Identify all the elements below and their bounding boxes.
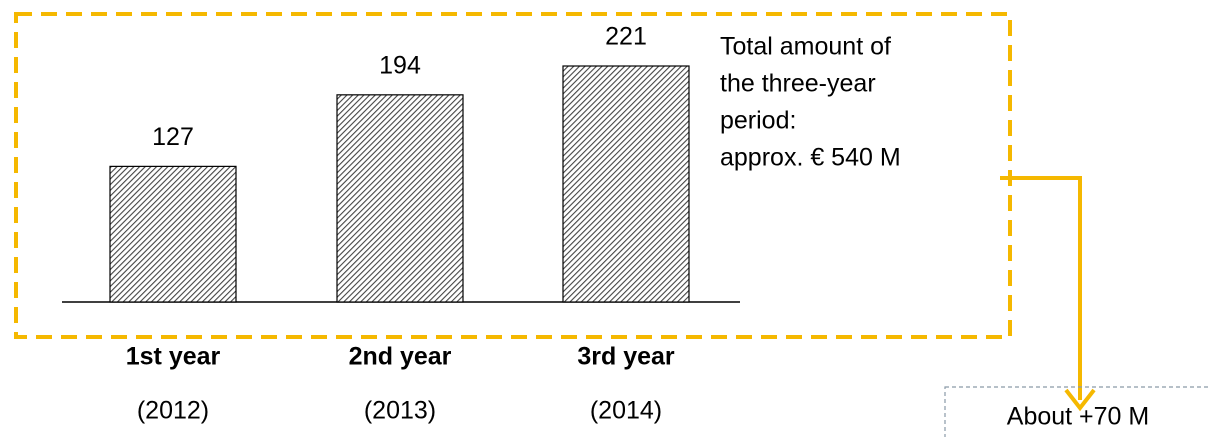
- annotation-line: the three-year: [720, 70, 876, 98]
- arrow-head: [1064, 388, 1096, 412]
- bar: [336, 94, 464, 303]
- highlight-frame: [14, 12, 1012, 339]
- callout-box: [944, 386, 1208, 437]
- value-label: 194: [379, 51, 421, 79]
- bar: [562, 65, 690, 303]
- bar: [109, 165, 237, 303]
- x-tick-sublabel: (2013): [364, 397, 436, 425]
- annotation-line: period:: [720, 107, 796, 135]
- callout-text: About +70 M: [1007, 403, 1149, 431]
- value-label: 127: [152, 123, 194, 151]
- x-tick-label: 1st year: [126, 343, 221, 371]
- x-tick-label: 3rd year: [577, 343, 675, 371]
- annotation-line: Total amount of: [720, 33, 891, 61]
- annotation-line: approx. € 540 M: [720, 144, 901, 172]
- x-tick-sublabel: (2014): [590, 397, 662, 425]
- connector: [1000, 176, 1082, 400]
- x-tick-sublabel: (2012): [137, 397, 209, 425]
- x-tick-label: 2nd year: [349, 343, 452, 371]
- value-label: 221: [605, 23, 647, 51]
